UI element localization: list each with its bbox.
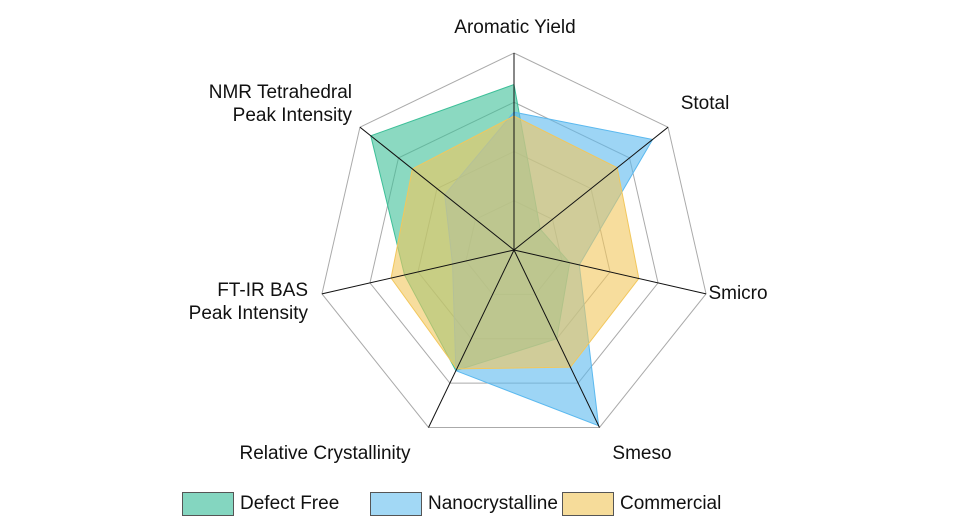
axis-line xyxy=(513,249,600,428)
axis-label: Smeso xyxy=(612,443,671,464)
axis-label: Stotal xyxy=(681,93,730,114)
legend-swatch-commercial xyxy=(562,492,614,516)
axis-line xyxy=(321,249,515,295)
axis-label: NMR Tetrahedral xyxy=(209,82,352,103)
axis-label: Relative Crystallinity xyxy=(239,443,411,464)
axis-label: Smicro xyxy=(708,283,767,304)
axis-label: Peak Intensity xyxy=(189,303,309,324)
axis-label: FT-IR BAS xyxy=(217,280,308,301)
legend-label: Nanocrystalline xyxy=(428,493,558,514)
legend-item-commercial: Commercial xyxy=(562,492,721,516)
axis-label: Aromatic Yield xyxy=(454,17,575,38)
axis-label: Peak Intensity xyxy=(233,105,353,126)
axis-line xyxy=(513,249,707,295)
legend-swatch-defect-free xyxy=(182,492,234,516)
series-area-commercial xyxy=(390,115,640,370)
legend-label: Defect Free xyxy=(240,493,340,514)
axis-line xyxy=(428,249,515,428)
legend-item-nanocrystalline: Nanocrystalline xyxy=(370,492,558,516)
axis-line xyxy=(359,126,515,251)
legend-label: Commercial xyxy=(620,493,722,514)
axis-line xyxy=(513,126,669,251)
grid-ring xyxy=(321,52,707,428)
legend-item-defect-free: Defect Free xyxy=(182,492,339,516)
legend-swatch-nanocrystalline xyxy=(370,492,422,516)
